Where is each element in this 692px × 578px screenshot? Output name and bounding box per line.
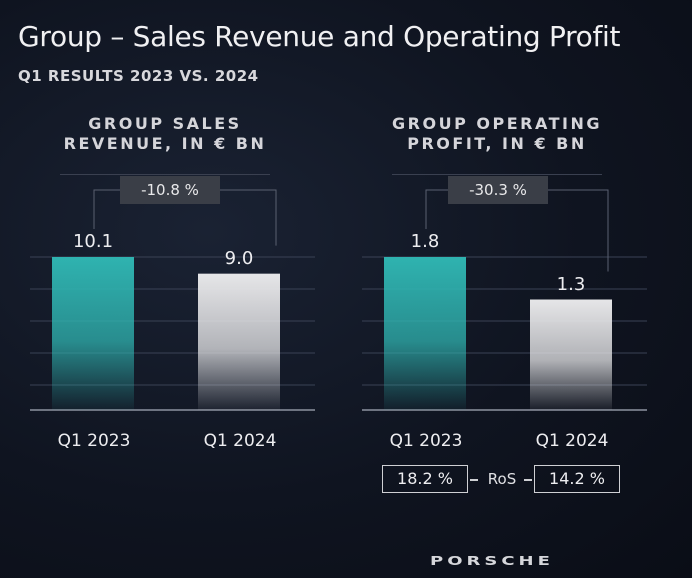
sales-revenue-title-line1: GROUP SALES <box>88 114 242 133</box>
ros-label: RoS <box>487 470 517 488</box>
profit-value-label-2023: 1.8 <box>410 231 440 252</box>
sales-revenue-title: GROUP SALES REVENUE, IN € BN <box>30 114 300 154</box>
porsche-logo: PORSCHE <box>430 554 554 569</box>
profit-category-label-2024: Q1 2024 <box>535 431 609 451</box>
title-divider <box>60 174 270 175</box>
operating-profit-title: GROUP OPERATING PROFIT, IN € BN <box>362 114 632 154</box>
bar-q1-2024 <box>530 299 612 410</box>
operating-profit-panel: GROUP OPERATING PROFIT, IN € BN -30.3 % … <box>362 110 647 530</box>
sales-revenue-panel: GROUP SALES REVENUE, IN € BN -10.8 % 10.… <box>30 110 315 530</box>
ros-value-2024: 14.2 % <box>534 465 620 493</box>
ros-value-2023: 18.2 % <box>382 465 468 493</box>
profit-value-label-2024: 1.3 <box>556 273 586 295</box>
bar-q1-2023 <box>384 257 466 410</box>
sales-revenue-chart <box>30 189 315 411</box>
sales-value-label-2023: 10.1 <box>72 231 114 252</box>
page-subtitle: Q1 RESULTS 2023 VS. 2024 <box>18 67 259 85</box>
ros-connector <box>470 479 478 481</box>
sales-value-label-2024: 9.0 <box>224 247 254 269</box>
profit-change-badge: -30.3 % <box>448 176 548 204</box>
title-divider <box>392 174 602 175</box>
sales-category-label-2023: Q1 2023 <box>57 431 131 451</box>
bar-q1-2024 <box>198 273 280 410</box>
profit-category-label-2023: Q1 2023 <box>389 431 463 451</box>
sales-category-label-2024: Q1 2024 <box>203 431 277 451</box>
operating-profit-title-line1: GROUP OPERATING <box>392 114 602 133</box>
ros-connector <box>524 479 532 481</box>
operating-profit-title-line2: PROFIT, IN € BN <box>407 134 587 153</box>
sales-change-badge: -10.8 % <box>120 176 220 204</box>
sales-revenue-title-line2: REVENUE, IN € BN <box>63 134 267 153</box>
page-title: Group – Sales Revenue and Operating Prof… <box>18 20 621 53</box>
ros-row: 18.2 % RoS 14.2 % <box>382 465 622 493</box>
bar-q1-2023 <box>52 257 134 410</box>
operating-profit-chart <box>362 189 647 411</box>
